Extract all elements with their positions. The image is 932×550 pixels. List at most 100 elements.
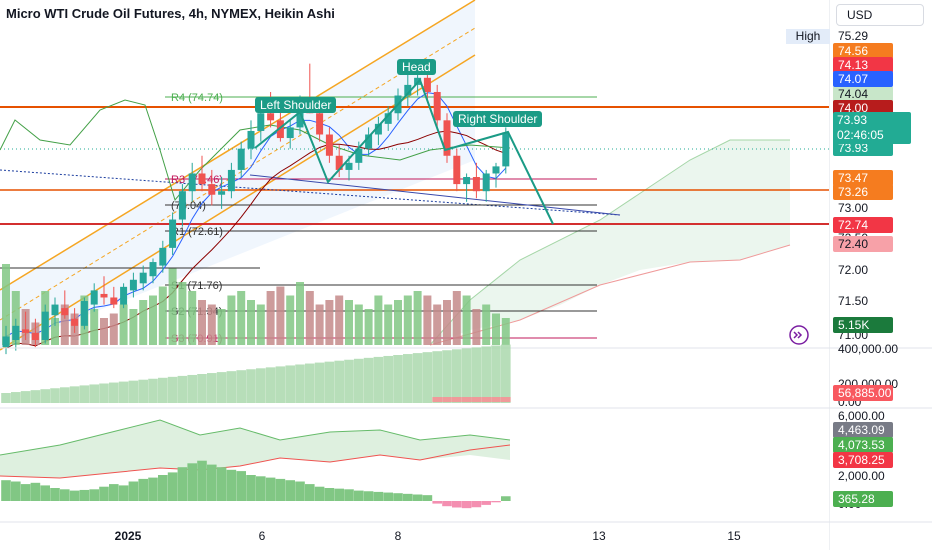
cum-volume-bar [177,375,188,403]
oscillator-hist-bar [89,489,99,501]
candle-body [365,134,373,149]
volume-bar [394,300,402,345]
cum-volume-bar [148,378,158,403]
oscillator-hist-bar [216,467,227,501]
volume-bar [325,300,334,345]
cum-volume-bar [314,362,325,403]
scroll-to-realtime-icon[interactable] [788,324,810,346]
volume-bar [335,295,344,345]
cum-volume-bar [216,372,227,403]
oscillator-hist-bar [265,477,276,501]
ma-slow-line [5,130,506,349]
candle-body [178,191,186,220]
volume-bar [51,318,59,345]
cum-volume-bar [99,383,109,403]
volume-bar [168,268,177,345]
volume-tick: 400,000.00 [838,342,899,356]
cum-volume-bar [60,387,70,403]
oscillator-hist-bar [295,481,305,501]
time-tick: 8 [394,529,402,543]
price-tag: 74.56 [833,43,893,59]
cum-volume-bar [167,376,178,403]
oscillator-hist-bar [471,501,482,508]
cum-volume-bar [109,382,119,403]
candle-body [227,169,235,192]
volume-bar [119,304,128,345]
cum-volume-bar [373,356,384,403]
candle-body [169,219,177,248]
cum-volume-bar [158,377,168,403]
neckline [249,174,621,216]
cum-volume-bar [20,391,31,403]
candle-body [31,332,39,340]
candle-body [404,84,412,96]
oscillator-hist-bar [363,491,374,501]
left-shoulder-label[interactable]: Left Shoulder [255,97,337,113]
volume-bar [90,309,99,345]
volume-bar [462,295,471,345]
pivot-label: R4 (74.74) [171,92,223,104]
chart-title: Micro WTI Crude Oil Futures, 4h, NYMEX, … [6,6,335,21]
volume-bar [188,291,197,345]
volume-bar [403,295,412,345]
candle-body [267,113,275,121]
candle-body [384,113,392,124]
candle-body [149,262,157,277]
cum-volume-neg-bar [442,397,452,402]
candle-body [110,297,118,305]
cum-volume-bar [295,364,305,403]
price-tag: 74.07 [833,71,893,87]
volume-bar [286,295,295,345]
bar-countdown-time: 02:46:05 [837,128,884,142]
cum-volume-bar [1,393,11,403]
volume-bar [482,304,491,345]
time-tick: 15 [727,529,741,543]
candle-body [325,134,333,156]
oscillator-hist-bar [167,472,178,501]
candle-body [463,177,471,185]
cum-volume-bar [236,370,246,403]
cum-volume-bar [491,345,501,403]
oscillator-hist-bar [373,491,384,501]
pivot-label: R3 (73.46) [171,174,223,186]
volume-bar [2,264,10,345]
volume-bar [158,286,167,345]
cum-volume-bar [452,349,462,403]
cum-volume-bar [79,385,90,403]
oscillator-hist-bar [50,488,60,501]
volume-bar [472,309,481,345]
volume-bar [423,295,432,345]
candle-body [345,162,353,170]
head-label[interactable]: Head [397,59,436,75]
oscillator-hist-bar [422,495,433,501]
candle-body [433,91,441,121]
right-shoulder-label[interactable]: Right Shoulder [453,111,543,127]
cum-volume-neg-bar [461,397,472,402]
candle-body [374,123,382,135]
currency-selector[interactable]: USD [836,4,924,26]
candle-body [453,155,461,185]
oscillator-hist-bar [461,501,472,509]
volume-bar [100,318,108,345]
volume-bar [452,291,461,345]
volume-bar [109,313,118,345]
candle-body [41,311,49,340]
cum-volume-bar [363,357,374,403]
oscillator-hist-bar [177,467,188,501]
volume-bar [11,291,20,345]
candle-body [482,173,490,192]
cum-volume-bar [50,388,60,403]
cum-volume-bar [128,380,139,403]
time-tick: 2025 [114,529,142,543]
oscillator-hist-bar [40,485,50,501]
oscillator-hist-bar [412,494,423,501]
volume-bar [266,291,275,345]
ichimoku-cloud [430,140,790,345]
candle-body [316,113,324,135]
cum-volume-neg-bar [501,397,511,402]
oscillator-hist-bar [226,469,237,501]
volume-bar [413,291,422,345]
oscillator-hist-bar [314,486,325,501]
